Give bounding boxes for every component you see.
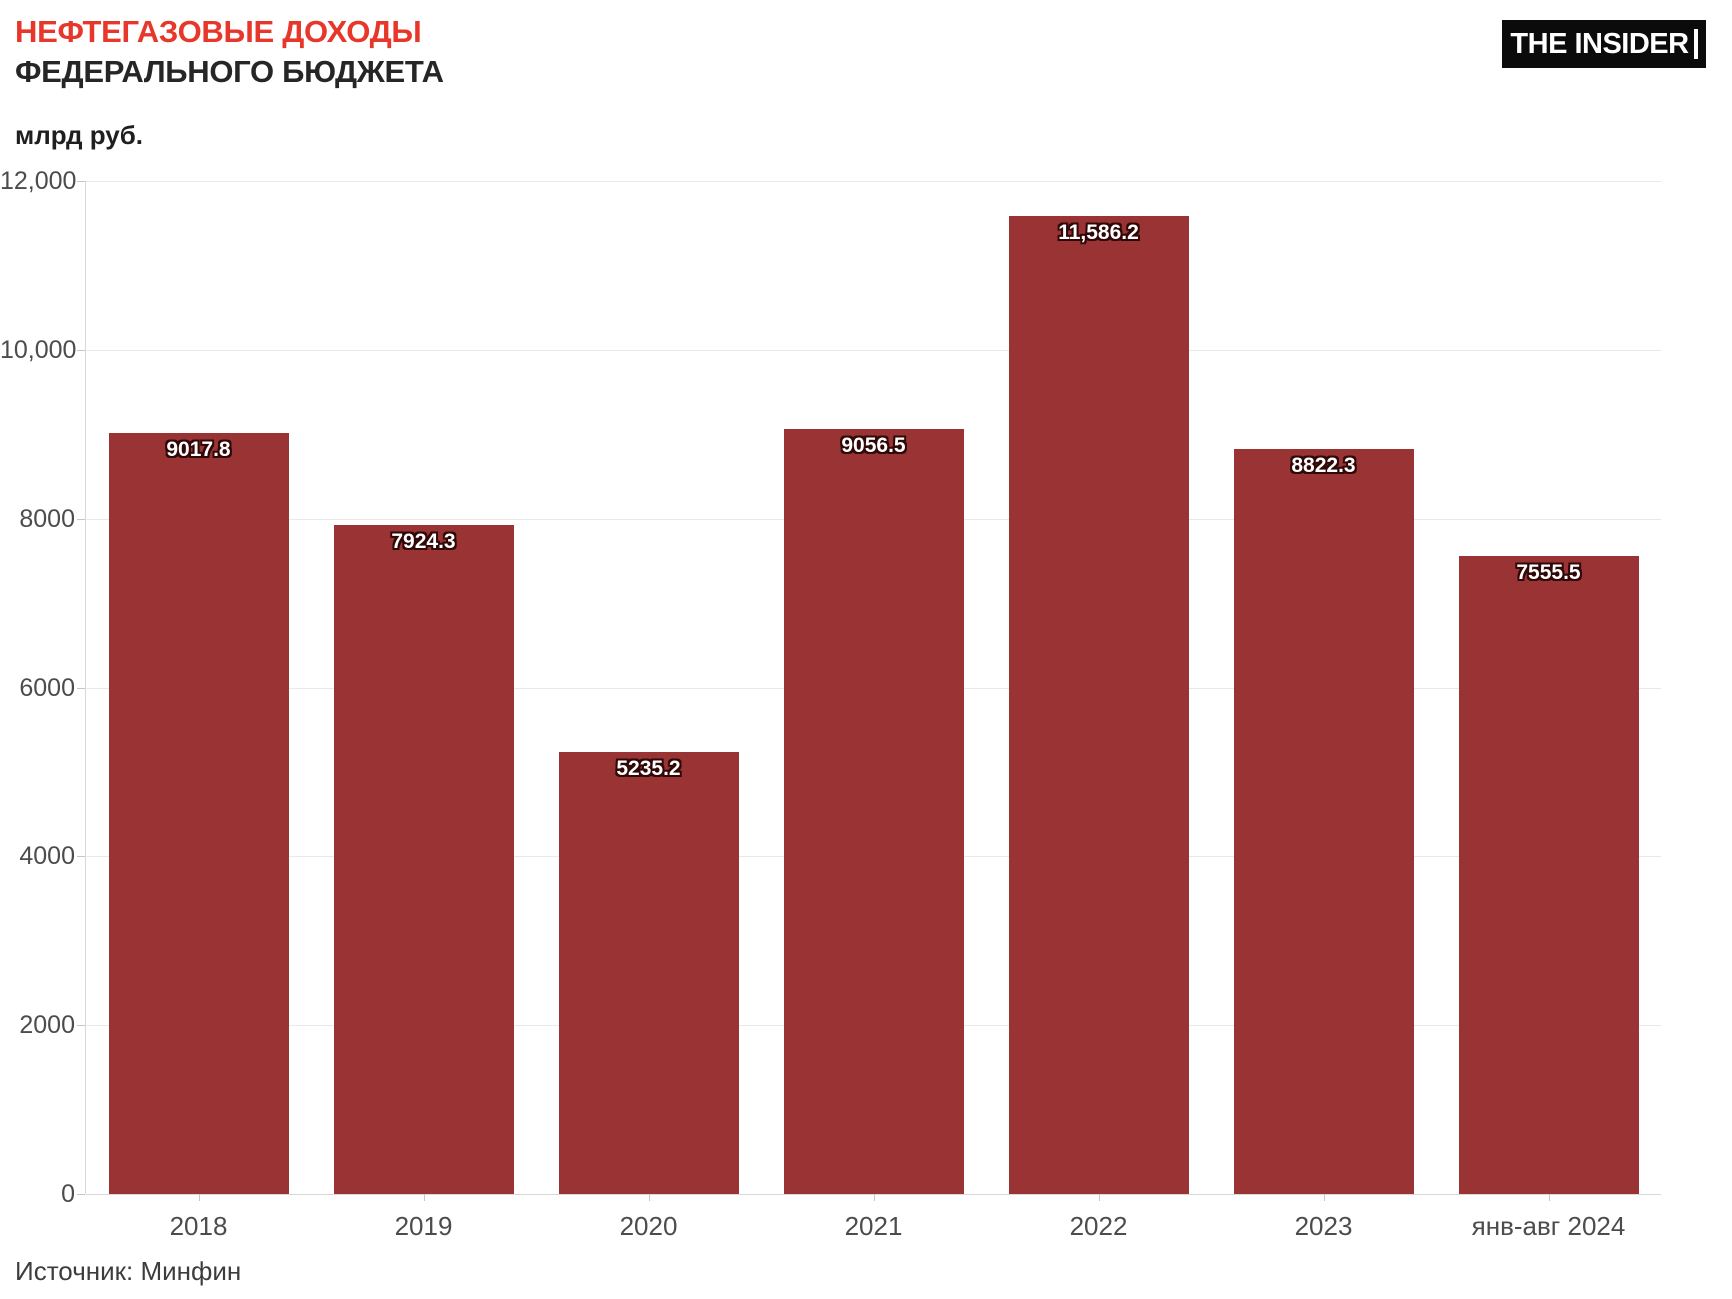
x-axis-tick	[198, 1194, 200, 1201]
gridline-12000	[86, 181, 1661, 182]
x-axis-label-2020: 2020	[619, 1211, 678, 1241]
y-axis-tick	[77, 518, 85, 520]
logo-cursor-bar	[1693, 29, 1698, 59]
bar-2022	[1008, 215, 1189, 1194]
bar-2020	[558, 752, 739, 1194]
the-insider-logo-text: THE INSIDER	[1510, 27, 1689, 60]
x-axis-label-2023: 2023	[1294, 1211, 1353, 1241]
chart-title-second-line: ФЕДЕРАЛЬНОГО БЮДЖЕТА	[15, 54, 444, 89]
y-axis-label-0: 0	[61, 1180, 75, 1208]
gridline-10000	[86, 349, 1661, 351]
x-axis-tick	[1098, 1194, 1100, 1201]
x-axis-tick	[1548, 1194, 1550, 1201]
chart-title-accent-line: НЕФТЕГАЗОВЫЕ ДОХОДЫ	[15, 14, 422, 49]
bar-value-label-2020: 5235.2	[616, 757, 681, 781]
source-note: Источник: Минфин	[15, 1256, 242, 1286]
bar-value-label-2023: 8822.3	[1291, 454, 1356, 478]
x-axis-label-2021: 2021	[844, 1211, 903, 1241]
y-axis-label-2000: 2000	[19, 1011, 75, 1040]
x-axis-tick	[1323, 1194, 1325, 1201]
bar-value-label-2022: 11,586.2	[1058, 220, 1139, 244]
bar-value-label-2019: 7924.3	[391, 530, 456, 554]
y-axis-label-12000: 12,000	[0, 167, 77, 195]
y-axis-unit-label: млрд руб.	[15, 120, 143, 150]
bar-2023	[1233, 449, 1414, 1194]
bar-value-label-2021: 9056.5	[841, 434, 906, 458]
x-axis-label-янв-авг 2024: янв-авг 2024	[1471, 1211, 1626, 1241]
y-axis-tick	[77, 349, 85, 351]
x-axis-tick	[423, 1194, 425, 1201]
y-axis-label-10000: 10,000	[0, 335, 77, 364]
bar-value-label-2018: 9017.8	[166, 437, 231, 461]
bar-2018	[108, 432, 289, 1194]
x-axis-tick	[648, 1194, 650, 1201]
y-axis-label-8000: 8000	[19, 504, 75, 533]
y-axis-label-4000: 4000	[19, 842, 75, 871]
x-axis-label-2018: 2018	[169, 1211, 228, 1241]
bar-2019	[333, 525, 514, 1194]
plot-area: 9017.8 2018 7924.3 2019 5235.2 2020 9056.5 2021…	[85, 181, 1661, 1241]
x-axis-label-2019: 2019	[394, 1211, 453, 1241]
bar-2021	[783, 429, 964, 1194]
the-insider-logo: THE INSIDER	[1502, 20, 1706, 68]
chart-title: НЕФТЕГАЗОВЫЕ ДОХОДЫ ФЕДЕРАЛЬНОГО БЮДЖЕТА	[15, 12, 444, 92]
x-axis-label-2022: 2022	[1069, 1211, 1128, 1241]
y-axis-tick	[77, 1194, 85, 1195]
y-axis-tick	[77, 181, 85, 182]
bar-value-label-янв-авг 2024: 7555.5	[1516, 561, 1581, 585]
y-axis-tick	[77, 856, 85, 858]
x-axis-tick	[873, 1194, 875, 1201]
y-axis-tick	[77, 1025, 85, 1027]
y-axis-label-6000: 6000	[19, 673, 75, 702]
y-axis-tick	[77, 687, 85, 689]
bar-янв-авг 2024	[1458, 556, 1639, 1194]
